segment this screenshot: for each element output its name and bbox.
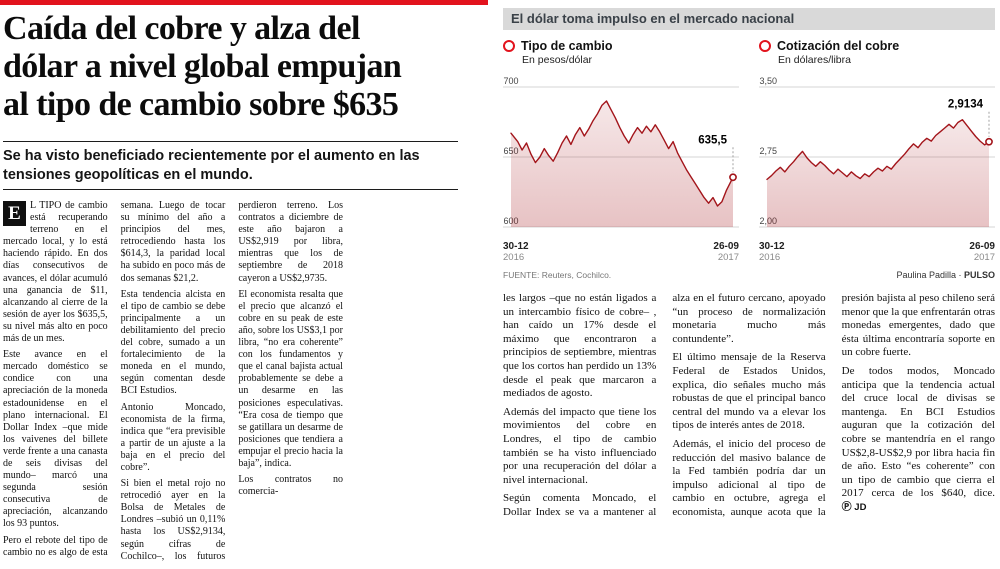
x-tick-year: 2016 [759,252,781,263]
article-body-right: les largos –que no están ligados a un in… [503,292,995,564]
source-note: FUENTE: Reuters, Cochilco. [503,270,612,280]
paragraph: Este avance en el mercado doméstico se c… [3,349,108,530]
x-tick-date: 26-09 [713,241,739,252]
credit-name: Paulina Padilla [896,270,956,280]
headline-line-3: al tipo de cambio sobre $635 [3,86,399,123]
drop-cap: E [3,201,26,226]
paragraph: Si bien el metal rojo no retrocedió ayer… [120,200,343,562]
chart-legend: Cotización del cobre [759,38,995,53]
x-tick-date: 30-12 [503,241,529,252]
x-tick-start: 30-12 2016 [503,241,529,263]
y-tick-label: 3,50 [760,76,778,86]
x-tick-date: 30-12 [759,241,785,252]
x-axis: 30-12 2016 26-09 2017 [759,241,995,263]
y-tick-label: 2,75 [760,146,778,156]
x-tick-start: 30-12 2016 [759,241,785,263]
series-area [511,101,733,227]
x-axis: 30-12 2016 26-09 2017 [503,241,739,263]
chart-legend: Tipo de cambio [503,38,739,53]
x-tick-end: 26-09 2017 [713,241,739,263]
y-tick-label: 700 [504,76,519,86]
page-title: Caída del cobre y alza del dólar a nivel… [3,10,487,124]
x-tick-year: 2016 [503,252,525,263]
paragraph: Además, el inicio del proceso de reducci… [672,292,995,518]
paragraph: les largos –que no están ligados a un in… [503,292,657,400]
paragraph: Esta tendencia alcista en el tipo de cam… [120,288,226,397]
credit-brand: PULSO [963,270,995,280]
credit-separator: · [955,270,964,280]
paragraph-text: L TIPO de cambio está recuperando terren… [3,200,108,345]
deck-top-rule [3,141,458,142]
infographic: El dólar toma impulso en el mercado naci… [503,8,995,288]
legend-label: Cotización del cobre [777,38,900,53]
credit-byline: Paulina Padilla · PULSO [896,270,995,280]
paragraph: El último mensaje de la Reserva Federal … [672,351,826,432]
paragraph-text: De todos modos, Moncado anticipa que la … [841,364,995,500]
chart-unit-label: En pesos/dólar [522,54,593,66]
chart-copper-price: Cotización del cobre En dólares/libra 3,… [759,38,995,263]
paragraph: De todos modos, Moncado anticipa que la … [842,365,995,515]
paragraph: El economista resalta que el precio que … [238,288,343,469]
top-accent-bar [0,0,488,5]
paragraph: Además del impacto que tiene los movimie… [503,405,657,486]
legend-label: Tipo de cambio [521,38,613,53]
infographic-footer: FUENTE: Reuters, Cochilco. Paulina Padil… [503,270,995,280]
infographic-title: El dólar toma impulso en el mercado naci… [503,8,995,30]
headline-line-1: Caída del cobre y alza del [3,10,360,47]
end-value-label: 635,5 [698,134,727,146]
series-area [767,119,989,227]
end-of-article-mark: Ⓟ JD [842,502,867,513]
paragraph: Pero el rebote del tipo de cambio no es … [3,200,226,558]
deck-bottom-rule [3,189,458,190]
chart-canvas: 3,502,752,002,9134 [759,76,995,228]
x-tick-year: 2017 [717,252,739,263]
x-tick-year: 2017 [973,252,995,263]
end-point-marker [729,173,737,182]
end-mark-initials: JD [854,501,867,513]
end-value-label: 2,9134 [948,99,984,111]
end-point-marker [985,137,993,146]
paragraph: Antonio Moncado, economista de la firma,… [120,401,226,473]
headline-line-2: dólar a nivel global empujan [3,48,402,85]
chart-canvas: 700650600635,5 [503,76,739,228]
series-line [510,100,734,207]
x-tick-end: 26-09 2017 [969,241,995,263]
legend-ring-icon [503,39,515,52]
legend-ring-icon [759,39,771,52]
charts-row: Tipo de cambio En pesos/dólar 7006506006… [503,30,995,263]
chart-unit-label: En dólares/libra [778,54,851,66]
paragraph: Según comenta Moncado, el Dollar Index s… [503,292,826,518]
paragraph: Los contratos no comercia- [238,474,343,498]
x-tick-date: 26-09 [969,241,995,252]
chart-exchange-rate: Tipo de cambio En pesos/dólar 7006506006… [503,38,739,263]
series-line [766,119,990,181]
pulso-end-icon: Ⓟ [841,501,852,513]
article-deck: Se ha visto beneficiado recientemente po… [3,148,420,183]
